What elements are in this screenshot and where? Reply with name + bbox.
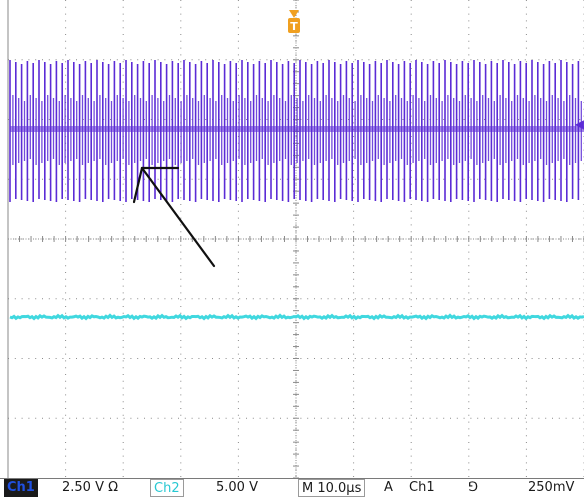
ch2-scale: 5.00 V bbox=[216, 480, 258, 495]
ch2-label[interactable]: Ch2 bbox=[150, 479, 184, 497]
trigger-position-icon: T bbox=[288, 10, 300, 33]
trigger-level-icon: ◀ bbox=[575, 117, 584, 131]
status-bar: Ch1 2.50 V Ω Ch2 5.00 V M 10.0µs A Ch1 ⅁… bbox=[0, 478, 584, 497]
ch1-label[interactable]: Ch1 bbox=[4, 479, 38, 497]
waveform-display: T ◀ bbox=[7, 0, 584, 478]
ch1-waveform bbox=[9, 60, 584, 202]
scope-screen: T ◀ bbox=[7, 0, 584, 478]
trigger-source: Ch1 bbox=[409, 480, 435, 495]
timebase-readout[interactable]: M 10.0µs bbox=[298, 479, 366, 497]
graticule bbox=[7, 0, 584, 478]
trigger-mode: A bbox=[384, 480, 393, 495]
trigger-slope-icon: ⅁ bbox=[468, 480, 479, 495]
annotation-arrow-icon bbox=[132, 166, 216, 268]
ch2-waveform bbox=[9, 313, 584, 321]
trigger-level: 250mV bbox=[528, 480, 575, 495]
trigger-position-label: T bbox=[290, 20, 298, 33]
ch1-scale: 2.50 V Ω bbox=[62, 480, 119, 495]
